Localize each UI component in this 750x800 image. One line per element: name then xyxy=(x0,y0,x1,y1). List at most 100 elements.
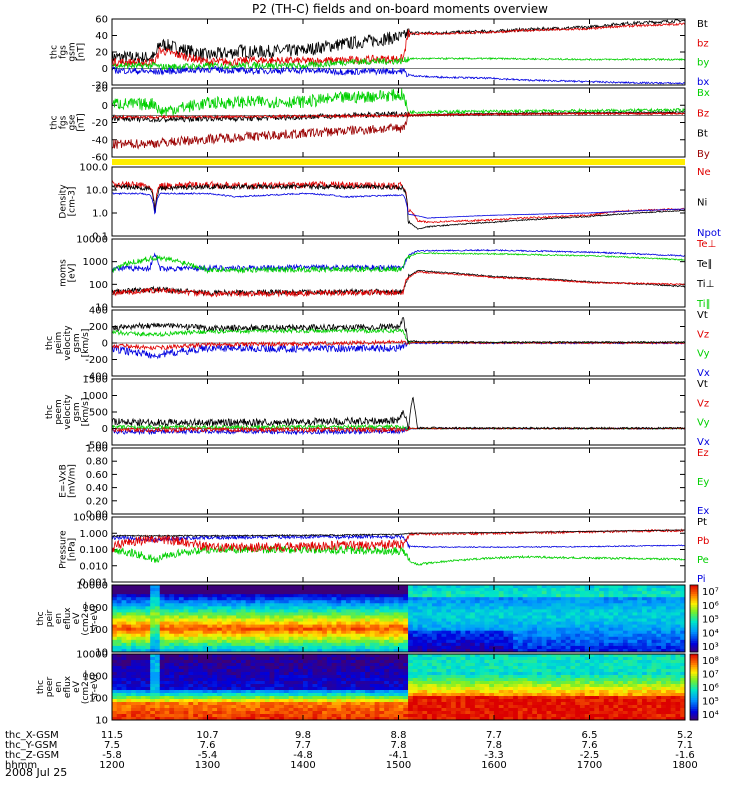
spectrogram-cell xyxy=(121,588,127,592)
spectrogram-cell xyxy=(159,606,165,610)
spectrogram-cell xyxy=(217,672,223,676)
spectrogram-cell xyxy=(536,609,543,613)
spectrogram-cell xyxy=(140,708,146,712)
spectrogram-cell xyxy=(503,594,509,598)
spectrogram-cell xyxy=(260,630,266,635)
spectrogram-cell xyxy=(326,606,333,610)
spectrogram-cell xyxy=(150,633,156,638)
spectrogram-cell xyxy=(675,606,681,610)
spectrogram-cell xyxy=(360,591,366,595)
spectrogram-cell xyxy=(345,684,352,688)
legend-entry: Ni xyxy=(697,198,707,209)
spectrogram-cell xyxy=(279,612,285,616)
spectrogram-cell xyxy=(565,606,571,610)
spectrogram-cell xyxy=(221,636,227,641)
spectrogram-cell xyxy=(212,702,218,706)
spectrogram-cell xyxy=(174,594,180,598)
spectrogram-cell xyxy=(484,654,490,658)
spectrogram-cell xyxy=(575,591,581,595)
spectrogram-cell xyxy=(388,672,395,676)
spectrogram-cell xyxy=(384,702,390,706)
spectrogram-cell xyxy=(637,624,643,629)
spectrogram-cell xyxy=(112,609,118,613)
spectrogram-cell xyxy=(116,633,122,638)
colorbar-step xyxy=(690,634,698,637)
spectrogram-cell xyxy=(622,636,629,641)
colorbar-step xyxy=(690,636,698,640)
spectrogram-cell xyxy=(350,675,356,679)
spectrogram-cell xyxy=(150,597,156,601)
spectrogram-cell xyxy=(226,633,232,638)
spectrogram-cell xyxy=(264,690,270,694)
spectrogram-cell xyxy=(398,621,404,625)
spectrogram-cell xyxy=(532,591,538,595)
y-label-line: thc xyxy=(50,45,60,59)
spectrogram-cell xyxy=(584,618,590,622)
spectrogram-cell xyxy=(565,621,571,625)
spectrogram-cell xyxy=(460,609,466,613)
spectrogram-cell xyxy=(341,708,347,712)
spectrogram-cell xyxy=(494,666,500,670)
spectrogram-cell xyxy=(422,609,428,613)
spectrogram-cell xyxy=(398,618,404,622)
spectrogram-cell xyxy=(484,609,490,613)
spectrogram-cell xyxy=(255,681,261,685)
spectrogram-cell xyxy=(322,630,328,635)
spectrogram-cell xyxy=(154,669,161,673)
spectrogram-cell xyxy=(221,606,227,610)
spectrogram-cell xyxy=(202,702,208,706)
spectrogram-cell xyxy=(288,696,294,700)
spectrogram-cell xyxy=(460,633,466,638)
spectrogram-cell xyxy=(451,633,457,638)
spectrogram-cell xyxy=(646,630,652,635)
spectrogram-cell xyxy=(665,612,672,616)
spectrogram-cell xyxy=(522,693,528,697)
spectrogram-cell xyxy=(570,612,576,616)
spectrogram-cell xyxy=(403,672,409,676)
spectrogram-cell xyxy=(374,657,380,661)
y-tick-label: 0.1 xyxy=(92,232,108,243)
spectrogram-cell xyxy=(589,648,595,653)
spectrogram-cell xyxy=(517,657,524,661)
spectrogram-cell xyxy=(312,612,318,616)
spectrogram-cell xyxy=(646,645,652,650)
spectrogram-cell xyxy=(164,702,170,706)
spectrogram-cell xyxy=(307,588,313,592)
spectrogram-cell xyxy=(412,597,419,601)
spectrogram-cell xyxy=(350,639,356,644)
y-tick-label: 200 xyxy=(89,322,108,333)
spectrogram-cell xyxy=(131,627,137,632)
spectrogram-cell xyxy=(393,597,399,601)
spectrogram-cell xyxy=(341,621,347,625)
spectrogram-cell xyxy=(446,603,452,607)
spectrogram-cell xyxy=(622,594,629,598)
spectrogram-cell xyxy=(489,636,495,641)
spectrogram-cell xyxy=(135,672,142,676)
spectrogram-cell xyxy=(121,597,127,601)
spectrogram-cell xyxy=(651,591,657,595)
spectrogram-cell xyxy=(245,648,251,653)
spectrogram-cell xyxy=(355,648,361,653)
spectrogram-cell xyxy=(121,681,127,685)
spectrogram-cell xyxy=(651,642,657,647)
spectrogram-cell xyxy=(455,711,461,715)
spectrogram-cell xyxy=(240,609,247,613)
spectrogram-cell xyxy=(460,627,466,632)
spectrogram-cell xyxy=(298,657,304,661)
spectrogram-cell xyxy=(140,654,146,658)
spectrogram-cell xyxy=(178,717,185,721)
spectrogram-cell xyxy=(508,687,514,691)
spectrogram-cell xyxy=(513,648,519,653)
spectrogram-cell xyxy=(427,591,433,595)
spectrogram-cell xyxy=(174,606,180,610)
spectrogram-cell xyxy=(231,666,237,670)
spectrogram-cell xyxy=(269,717,275,721)
spectrogram-cell xyxy=(283,690,290,694)
spectrogram-cell xyxy=(250,603,256,607)
spectrogram-cell xyxy=(331,621,337,625)
spectrogram-cell xyxy=(150,600,156,604)
spectrogram-cell xyxy=(126,708,132,712)
spectrogram-cell xyxy=(217,615,223,619)
spectrogram-cell xyxy=(508,588,514,592)
spectrogram-cell xyxy=(197,708,204,712)
